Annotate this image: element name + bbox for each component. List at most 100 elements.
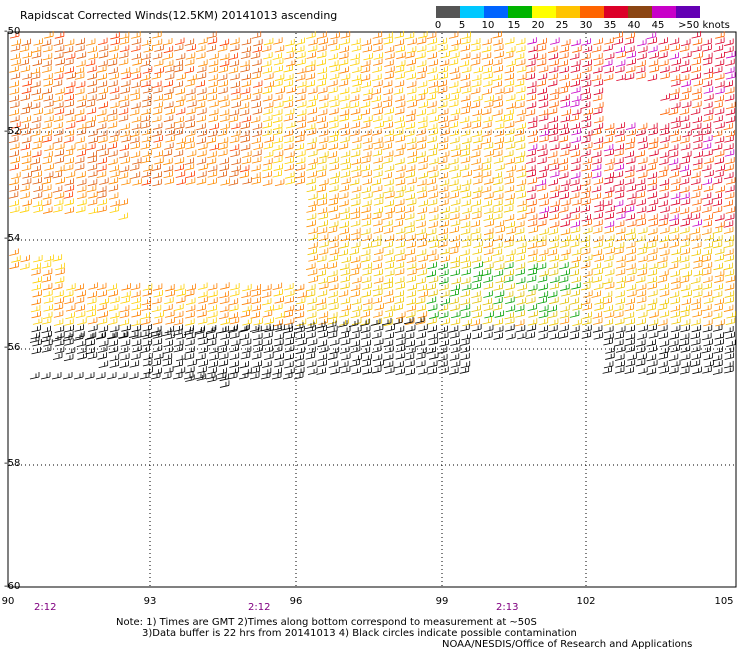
wind-barb: [703, 184, 714, 192]
wind-barb: [635, 339, 646, 347]
wind-barb: [294, 45, 305, 53]
wind-barb: [317, 73, 327, 81]
wind-barb: [505, 282, 515, 291]
wind-barb: [98, 51, 109, 59]
wind-barb: [671, 58, 681, 66]
wind-barb: [30, 304, 41, 313]
wind-barb: [470, 37, 481, 46]
wind-barb: [75, 37, 86, 46]
wind-barb: [382, 212, 393, 220]
wind-barb: [548, 72, 558, 81]
wind-barb: [670, 359, 681, 368]
wind-barb: [9, 80, 19, 88]
wind-barb: [251, 296, 261, 305]
wind-barb: [64, 58, 74, 66]
wind-barb: [165, 283, 175, 292]
wind-barb: [549, 275, 560, 284]
wind-barb: [550, 184, 560, 193]
wind-barb: [185, 304, 196, 312]
wind-barb: [582, 219, 592, 227]
wind-barb: [396, 254, 406, 262]
wind-barb: [262, 283, 272, 292]
wind-barb: [482, 129, 492, 137]
wind-barb: [75, 304, 85, 312]
wind-barb: [481, 163, 492, 171]
wind-barb: [559, 51, 569, 60]
wind-barb: [572, 303, 582, 311]
wind-barb: [164, 325, 175, 334]
wind-barb: [395, 72, 405, 80]
wind-barb: [615, 353, 625, 361]
wind-barb: [153, 352, 164, 360]
wind-barb: [581, 38, 591, 46]
wind-barb: [231, 157, 241, 166]
wind-barb: [273, 163, 283, 171]
wind-barb: [218, 359, 229, 367]
wind-barb: [503, 261, 514, 270]
wind-barb: [492, 94, 503, 102]
wind-barb: [536, 254, 547, 263]
wind-barb: [539, 129, 549, 137]
wind-barb: [208, 59, 219, 67]
wind-barb: [42, 65, 52, 73]
wind-barb: [272, 345, 283, 353]
y-tick-label: -56: [4, 342, 21, 353]
wind-barb: [703, 213, 713, 221]
wind-barb: [76, 178, 87, 186]
wind-barb: [228, 304, 239, 312]
wind-barb: [516, 297, 527, 305]
wind-barb: [635, 191, 646, 199]
wind-barb: [295, 346, 306, 355]
wind-barb: [395, 226, 406, 235]
wind-barb: [151, 142, 162, 150]
wind-barb: [88, 129, 98, 137]
wind-barb: [196, 177, 207, 185]
wind-barb: [361, 150, 372, 158]
wind-barb: [592, 226, 603, 234]
wind-barb: [374, 359, 384, 368]
wind-barb: [626, 51, 636, 59]
wind-barb: [472, 206, 482, 214]
wind-barb: [493, 65, 503, 73]
wind-barb: [87, 317, 98, 325]
wind-barb: [273, 136, 283, 144]
wind-barb: [638, 366, 648, 375]
wind-barb: [548, 65, 559, 74]
wind-barb: [451, 276, 461, 285]
wind-barb: [338, 58, 349, 66]
wind-barb: [648, 289, 658, 297]
wind-barb: [371, 94, 381, 103]
wind-barb: [394, 276, 405, 284]
wind-barb: [31, 262, 41, 271]
wind-barb: [594, 205, 604, 213]
wind-barb: [668, 353, 679, 362]
wind-barb: [394, 107, 405, 115]
wind-barb: [594, 303, 604, 311]
wind-barb: [129, 108, 140, 116]
wind-barb: [9, 94, 19, 102]
wind-barb: [242, 318, 252, 326]
wind-barb: [318, 345, 329, 353]
wind-barb: [405, 114, 416, 123]
wind-barb: [472, 310, 482, 319]
wind-barb: [173, 360, 183, 368]
wind-barb: [471, 255, 482, 263]
wind-barb: [194, 327, 205, 335]
wind-barb: [613, 31, 623, 39]
wind-barb: [615, 360, 625, 368]
wind-barb: [591, 150, 602, 158]
wind-barb: [362, 129, 372, 137]
wind-barb: [549, 93, 559, 101]
wind-barb: [593, 212, 603, 220]
wind-barb: [580, 282, 591, 291]
wind-barb: [351, 164, 361, 172]
wind-barb: [239, 101, 250, 110]
wind-barb: [9, 142, 20, 150]
wind-barb: [559, 297, 569, 305]
wind-barb: [151, 359, 162, 367]
wind-barb: [591, 128, 601, 136]
wind-barb: [54, 339, 65, 347]
wind-barb: [483, 177, 494, 185]
wind-barb: [615, 261, 626, 269]
wind-barb: [494, 220, 505, 228]
